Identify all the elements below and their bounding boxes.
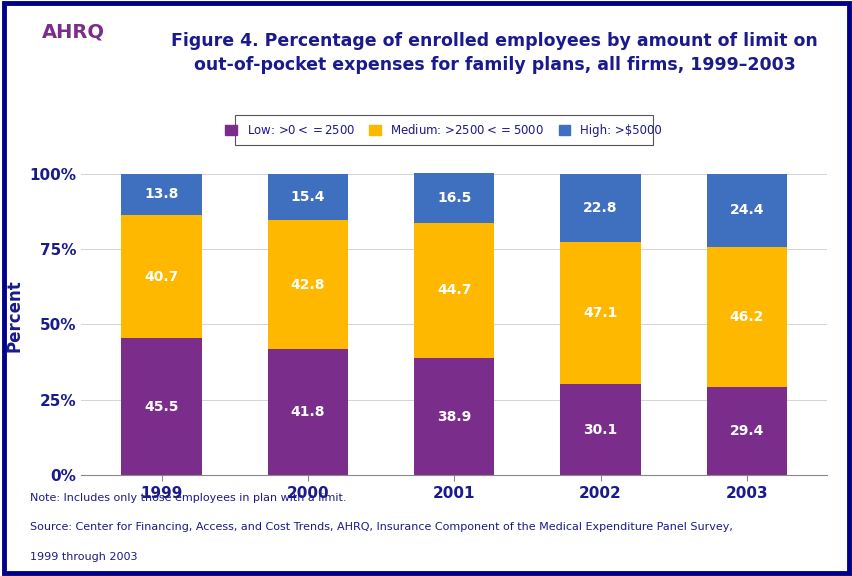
Text: 46.2: 46.2 xyxy=(728,310,763,324)
Text: Note: Includes only those employees in plan with a limit.: Note: Includes only those employees in p… xyxy=(30,493,346,503)
Bar xyxy=(560,173,640,242)
Bar xyxy=(268,349,348,475)
Text: 15.4: 15.4 xyxy=(291,190,325,204)
Bar xyxy=(121,215,202,338)
Text: 24.4: 24.4 xyxy=(728,203,763,217)
Text: 38.9: 38.9 xyxy=(436,410,471,423)
Bar xyxy=(413,223,494,358)
Bar xyxy=(268,173,348,220)
Text: 30.1: 30.1 xyxy=(583,423,617,437)
Bar xyxy=(705,386,786,475)
Text: Advancing
Excellence in
Health Care: Advancing Excellence in Health Care xyxy=(48,50,98,79)
Text: 13.8: 13.8 xyxy=(144,187,179,202)
Text: Figure 4. Percentage of enrolled employees by amount of limit on
out-of-pocket e: Figure 4. Percentage of enrolled employe… xyxy=(171,32,817,74)
Bar xyxy=(560,384,640,475)
Bar xyxy=(413,173,494,223)
Text: 47.1: 47.1 xyxy=(583,306,617,320)
Bar xyxy=(705,173,786,247)
Text: 16.5: 16.5 xyxy=(436,191,471,205)
Text: 40.7: 40.7 xyxy=(144,270,178,283)
Bar xyxy=(268,220,348,349)
Text: 42.8: 42.8 xyxy=(291,278,325,291)
Bar xyxy=(413,358,494,475)
Text: AHRQ: AHRQ xyxy=(42,23,104,42)
Bar xyxy=(121,338,202,475)
Y-axis label: Percent: Percent xyxy=(6,279,24,352)
Text: 44.7: 44.7 xyxy=(436,283,471,297)
Legend: Low: >$0<=$2500, Medium: >$2500<=$5000, High: >$5000: Low: >$0<=$2500, Medium: >$2500<=$5000, … xyxy=(221,119,665,142)
Text: 29.4: 29.4 xyxy=(728,424,763,438)
Bar xyxy=(121,173,202,215)
Bar xyxy=(705,247,786,386)
Text: 45.5: 45.5 xyxy=(144,400,179,414)
Text: 41.8: 41.8 xyxy=(291,405,325,419)
Text: Source: Center for Financing, Access, and Cost Trends, AHRQ, Insurance Component: Source: Center for Financing, Access, an… xyxy=(30,522,732,532)
Bar xyxy=(560,242,640,384)
Text: 1999 through 2003: 1999 through 2003 xyxy=(30,552,137,562)
Text: 22.8: 22.8 xyxy=(583,201,617,215)
